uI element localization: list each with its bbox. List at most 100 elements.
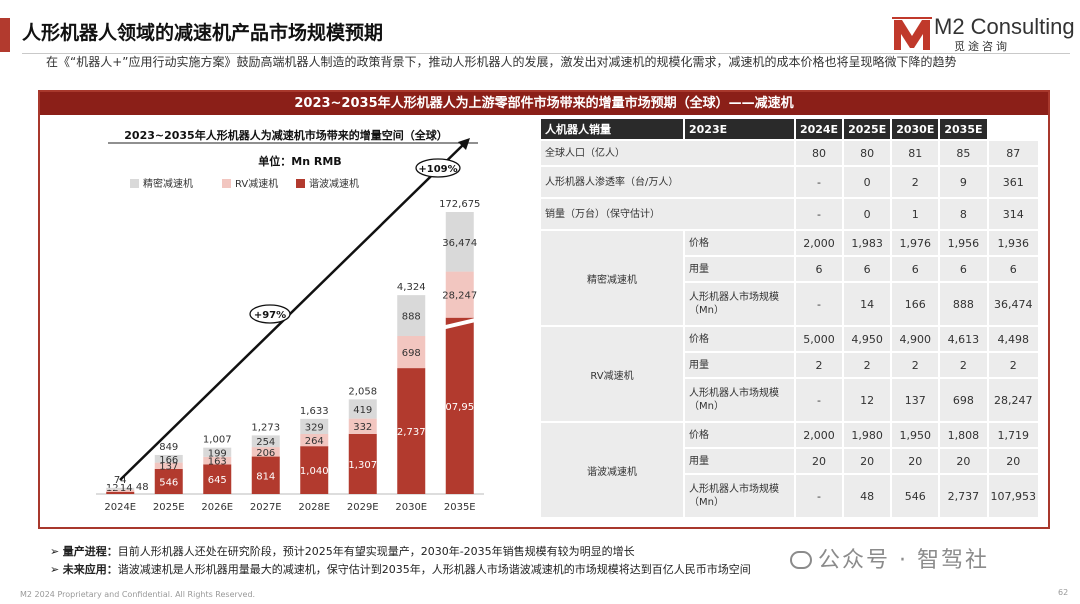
data-label: 2,737 <box>397 427 426 438</box>
table-cell: 1,950 <box>892 423 939 447</box>
growth-arrow <box>119 138 470 481</box>
page-number: 62 <box>1058 588 1069 597</box>
table-header-cell: 2023E <box>685 119 794 139</box>
data-label: 199 <box>208 448 227 459</box>
row-label: 价格 <box>685 231 794 255</box>
row-label: 用量 <box>685 449 794 473</box>
table-cell: 8 <box>940 199 987 229</box>
data-label: 166 <box>159 455 178 466</box>
table-cell: 6 <box>892 257 939 281</box>
table-cell: 1,983 <box>844 231 891 255</box>
total-label: 849 <box>159 442 178 453</box>
table-cell: 6 <box>844 257 891 281</box>
table-cell: 48 <box>844 475 891 517</box>
company-logo: M2 Consulting 觅途咨询 <box>892 14 1075 56</box>
table-cell: 1,976 <box>892 231 939 255</box>
table-cell: 698 <box>940 379 987 421</box>
table-row: 人形机器人市场规模（Mn） - 48 546 2,737 107,953 <box>541 475 1038 517</box>
table-cell: 2,737 <box>940 475 987 517</box>
svg-text:+109%: +109% <box>418 164 457 175</box>
footer-copyright: M2 2024 Proprietary and Confidential. Al… <box>20 590 256 599</box>
table-cell: 2 <box>988 353 1038 377</box>
note-tag: 量产进程： <box>62 545 118 558</box>
table-cell: 1,956 <box>940 231 987 255</box>
table-cell: 81 <box>892 141 939 165</box>
note-item: ➢ 未来应用：谐波减速机是人形机器用量最大的减速机，保守估计到2035年，人形机… <box>50 563 751 576</box>
data-label: 206 <box>256 448 275 459</box>
data-label: 14 <box>120 483 133 494</box>
note-item: ➢ 量产进程：目前人形机器人还处在研究阶段，预计2025年有望实现量产，2030… <box>50 545 635 558</box>
total-label: 1,007 <box>203 435 232 446</box>
table-cell: 12 <box>844 379 891 421</box>
table-cell: 4,498 <box>988 327 1038 351</box>
row-label: 人形机器人市场规模（Mn） <box>685 475 794 517</box>
x-tick-label: 2028E <box>298 502 330 513</box>
row-label: 全球人口（亿人） <box>541 141 794 165</box>
table-cell: - <box>795 379 843 421</box>
note-text: 谐波减速机是人形机器用量最大的减速机，保守估计到2035年，人形机器人市场谐波减… <box>117 563 751 576</box>
watermark-text: 公众号 · 智驾社 <box>818 548 989 573</box>
legend-swatch <box>130 179 139 188</box>
table-cell: 107,953 <box>988 475 1038 517</box>
total-label: 4,324 <box>397 282 426 293</box>
table-row: 人形机器人渗透率（台/万人） - 0 2 9 361 <box>541 167 1038 197</box>
table-cell: 9 <box>940 167 987 197</box>
x-tick-label: 2027E <box>250 502 282 513</box>
legend-label: 精密减速机 <box>143 177 193 190</box>
table-row: RV减速机 价格 5,000 4,950 4,900 4,613 4,498 <box>541 327 1038 421</box>
axis-break-mark <box>442 317 478 330</box>
row-label: 用量 <box>685 353 794 377</box>
bar-segment <box>154 468 183 494</box>
data-label: 698 <box>402 348 421 359</box>
table-cell: - <box>795 199 843 229</box>
bar-segment <box>203 447 232 457</box>
bar-segment <box>397 335 426 369</box>
bar-segment <box>154 462 183 469</box>
bar-segment <box>397 295 426 336</box>
table-cell: 2 <box>940 353 987 377</box>
bar-segment <box>300 434 329 447</box>
table-cell: 1,936 <box>988 231 1038 255</box>
total-label: 2,058 <box>348 386 377 397</box>
bar-segment <box>348 433 377 494</box>
row-label: 人形机器人渗透率（台/万人） <box>541 167 794 197</box>
legend-swatch <box>222 179 231 188</box>
wechat-icon <box>790 551 812 569</box>
bar-segment <box>251 435 280 448</box>
table-cell: 6 <box>988 257 1038 281</box>
table-cell: 2 <box>844 353 891 377</box>
table-cell: 1,719 <box>988 423 1038 447</box>
table-cell: 0 <box>844 199 891 229</box>
row-label: 价格 <box>685 423 794 447</box>
table-cell: 0 <box>844 167 891 197</box>
data-label: 48 <box>136 482 149 493</box>
table-cell: 80 <box>795 141 843 165</box>
table-cell: 4,950 <box>844 327 891 351</box>
table-header-cell: 2035E <box>940 119 987 139</box>
cagr-badge-1: +97% <box>249 304 291 324</box>
table-cell: 1,980 <box>844 423 891 447</box>
group-label-harmonic: 谐波减速机 <box>541 423 683 517</box>
group-label-rv: RV减速机 <box>541 327 683 421</box>
market-forecast-table: 人机器人销量 2023E 2024E 2025E 2030E 2035E 全球人… <box>539 117 1040 519</box>
bar-segment <box>203 456 232 465</box>
table-header-cell: 人机器人销量 <box>541 119 683 139</box>
total-label: 172,675 <box>439 199 480 210</box>
table-row: 用量 2 2 2 2 2 <box>541 353 1038 377</box>
x-tick-label: 2024E <box>104 502 136 513</box>
row-label: 人形机器人市场规模（Mn） <box>685 283 794 325</box>
bar-segment <box>106 489 135 492</box>
logo-text: M2 Consulting <box>934 14 1075 39</box>
bar-segment <box>106 491 135 494</box>
logo-subtext: 觅途咨询 <box>954 40 1010 53</box>
table-cell: 20 <box>844 449 891 473</box>
table-cell: 80 <box>844 141 891 165</box>
table-cell: 20 <box>795 449 843 473</box>
data-label: 888 <box>402 312 421 323</box>
table-cell: 1 <box>892 199 939 229</box>
table-header-cell: 2030E <box>892 119 939 139</box>
x-tick-label: 2030E <box>395 502 427 513</box>
data-label: 254 <box>256 437 275 448</box>
cagr-badge-2: +109% <box>415 158 461 178</box>
